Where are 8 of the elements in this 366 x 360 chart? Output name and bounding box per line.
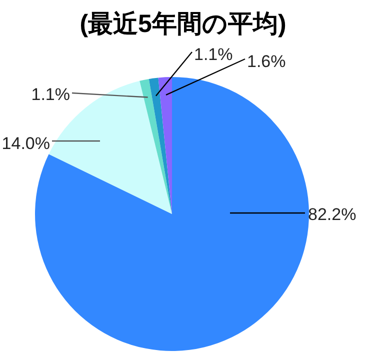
pie-slice [140,78,172,214]
data-label: 1.6% [247,52,286,71]
chart-title: (最近5年間の平均) [80,10,286,38]
data-label: 14.0% [2,134,50,153]
pie-slice [158,77,172,214]
pie-slice [148,78,172,214]
data-label: 1.1% [31,85,70,104]
data-label: 1.1% [194,45,233,64]
